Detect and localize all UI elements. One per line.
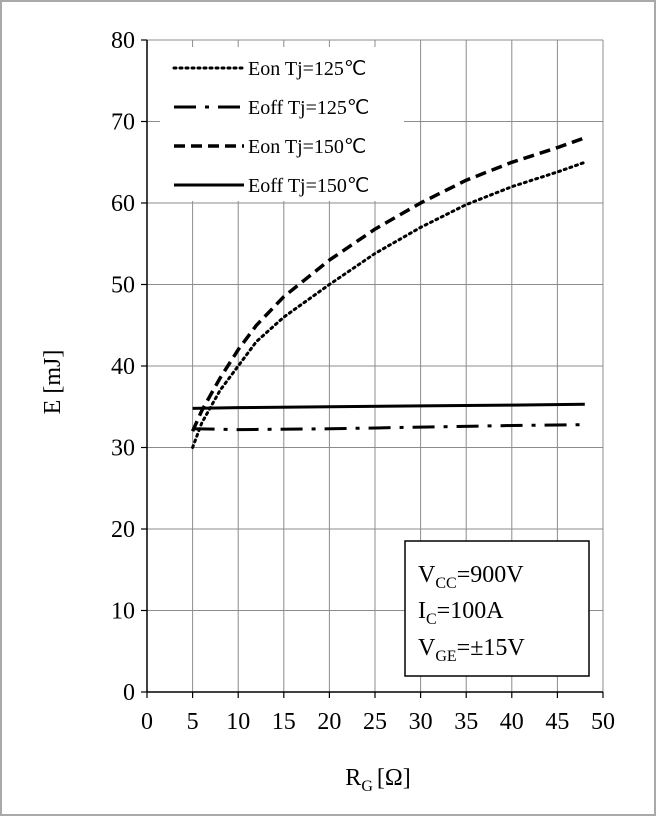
y-tick-label: 40: [111, 354, 135, 380]
series-line-2: [192, 423, 585, 432]
x-axis-label-unit: [Ω]: [377, 765, 411, 791]
y-tick-label: 10: [111, 599, 135, 625]
y-tick-label: 0: [123, 680, 135, 706]
y-tick-label: 80: [111, 28, 135, 54]
x-tick-label: 45: [545, 709, 569, 735]
x-tick-label: 35: [454, 709, 478, 735]
condition-vge: VGE=±15V: [418, 635, 525, 665]
x-tick-label: 50: [591, 709, 615, 735]
x-tick-label: 30: [409, 709, 433, 735]
legend-label-3: Eon Tj=150℃: [248, 136, 366, 158]
condition-vcc: VCC=900V: [418, 562, 524, 592]
annotation-box: VCC=900V IC=100A VGE=±15V: [404, 540, 590, 677]
legend-label-4: Eoff Tj=150℃: [248, 175, 369, 197]
x-tick-label: 40: [500, 709, 524, 735]
x-tick-label: 25: [363, 709, 387, 735]
conditions-box: [404, 540, 590, 677]
legend: Eon Tj=125℃ Eoff Tj=125℃ Eon Tj=150℃ Eoff T…: [160, 47, 404, 201]
series-line-1: [191, 160, 587, 449]
y-tick-label: 30: [111, 436, 135, 462]
tick-labels: 0 5 10 15 20 25 30 35 40 45 50 0 10 20 30 40 50 60 70 80: [111, 28, 615, 735]
series-line-3: [191, 136, 586, 432]
y-tick-label: 70: [111, 110, 135, 136]
x-tick-label: 0: [141, 709, 153, 735]
legend-label-1: Eon Tj=125℃: [248, 58, 366, 80]
legend-label-2: Eoff Tj=125℃: [248, 97, 369, 119]
y-tick-label: 50: [111, 273, 135, 299]
x-axis-label-main: R: [345, 765, 361, 791]
y-axis-label: E [mJ]: [40, 350, 66, 415]
x-axis-label-sub: G: [361, 778, 373, 795]
y-tick-label: 20: [111, 517, 135, 543]
condition-ic: IC=100A: [418, 598, 504, 628]
x-tick-label: 10: [226, 709, 250, 735]
legend-box: [160, 47, 404, 201]
x-tick-label: 15: [272, 709, 296, 735]
x-tick-label: 20: [317, 709, 341, 735]
x-axis-label: RG [Ω]: [345, 765, 410, 795]
y-tick-label: 60: [111, 191, 135, 217]
axes: [141, 39, 604, 698]
series-line-4: [192, 402, 585, 410]
series-lines: [191, 136, 587, 449]
x-tick-label: 5: [187, 709, 199, 735]
